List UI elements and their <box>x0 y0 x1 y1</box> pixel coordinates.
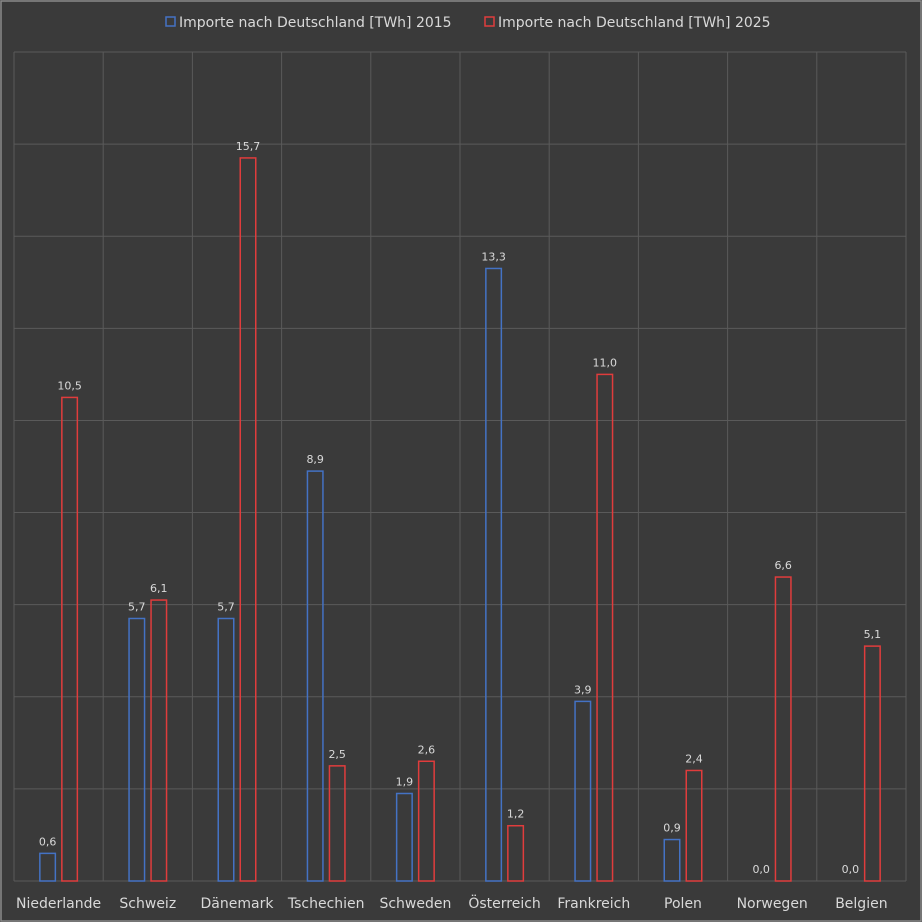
data-label-2025-0: 10,5 <box>57 379 82 392</box>
x-tick-label-3: Tschechien <box>287 896 365 912</box>
legend-label-2015: Importe nach Deutschland [TWh] 2015 <box>179 15 452 31</box>
bar-2025-9 <box>863 645 881 882</box>
bar-2015-6 <box>574 700 592 882</box>
bar-2025-0 <box>61 396 79 882</box>
bar-2015-5 <box>485 267 503 882</box>
data-label-2015-9: 0,0 <box>842 863 860 876</box>
data-labels: 0,6 10,5 5,7 6,1 5,7 15,7 8,9 2,5 1,9 2,6 13,3 1,2 3… <box>39 140 881 876</box>
data-label-2015-3: 8,9 <box>306 453 324 466</box>
legend-label-2025: Importe nach Deutschland [TWh] 2025 <box>498 15 771 31</box>
x-axis-labels: Niederlande Schweiz Dänemark Tschechien Schw… <box>16 894 888 912</box>
bar-2025-7 <box>685 769 703 882</box>
bar-2015-3 <box>306 470 324 882</box>
gridlines <box>13 51 907 882</box>
data-label-2015-1: 5,7 <box>128 600 146 613</box>
bar-2025-1 <box>150 599 168 882</box>
bar-2015-4 <box>395 792 413 882</box>
bar-2015-2 <box>217 617 235 882</box>
data-label-2025-4: 2,6 <box>418 743 436 756</box>
legend: Importe nach Deutschland [TWh] 2015 Impo… <box>165 15 771 31</box>
bar-2025-5 <box>507 824 525 882</box>
x-tick-label-5: Österreich <box>468 894 540 912</box>
bar-2025-3 <box>328 765 346 882</box>
x-tick-label-7: Polen <box>664 896 702 912</box>
data-label-2025-8: 6,6 <box>774 559 792 572</box>
bar-2025-2 <box>239 157 257 882</box>
bar-2015-1 <box>128 617 146 882</box>
data-label-2025-7: 2,4 <box>685 752 703 765</box>
bars <box>39 157 881 882</box>
data-label-2015-4: 1,9 <box>396 775 414 788</box>
data-label-2015-0: 0,6 <box>39 835 57 848</box>
legend-marker-2025 <box>484 16 495 27</box>
data-label-2025-1: 6,1 <box>150 582 168 595</box>
x-tick-label-0: Niederlande <box>16 896 101 912</box>
bar-2025-6 <box>596 373 614 882</box>
data-label-2025-9: 5,1 <box>864 628 882 641</box>
data-label-2015-8: 0,0 <box>752 863 770 876</box>
data-label-2025-2: 15,7 <box>236 140 261 153</box>
x-tick-label-9: Belgien <box>835 896 887 912</box>
bar-2015-0 <box>39 852 57 882</box>
x-tick-label-2: Dänemark <box>201 896 275 912</box>
bar-2025-4 <box>417 760 435 882</box>
bar-2025-8 <box>774 576 792 882</box>
data-label-2015-2: 5,7 <box>217 600 235 613</box>
data-label-2025-3: 2,5 <box>328 748 346 761</box>
bar-2015-7 <box>663 838 681 882</box>
x-tick-label-6: Frankreich <box>557 896 630 912</box>
data-label-2025-5: 1,2 <box>507 808 525 821</box>
data-label-2015-6: 3,9 <box>574 683 592 696</box>
data-label-2015-7: 0,9 <box>663 822 681 835</box>
x-tick-label-1: Schweiz <box>119 896 176 912</box>
data-label-2015-5: 13,3 <box>481 250 506 263</box>
x-tick-label-8: Norwegen <box>737 896 808 912</box>
x-tick-label-4: Schweden <box>379 896 451 912</box>
data-label-2025-6: 11,0 <box>593 356 618 369</box>
legend-marker-2015 <box>165 16 176 27</box>
